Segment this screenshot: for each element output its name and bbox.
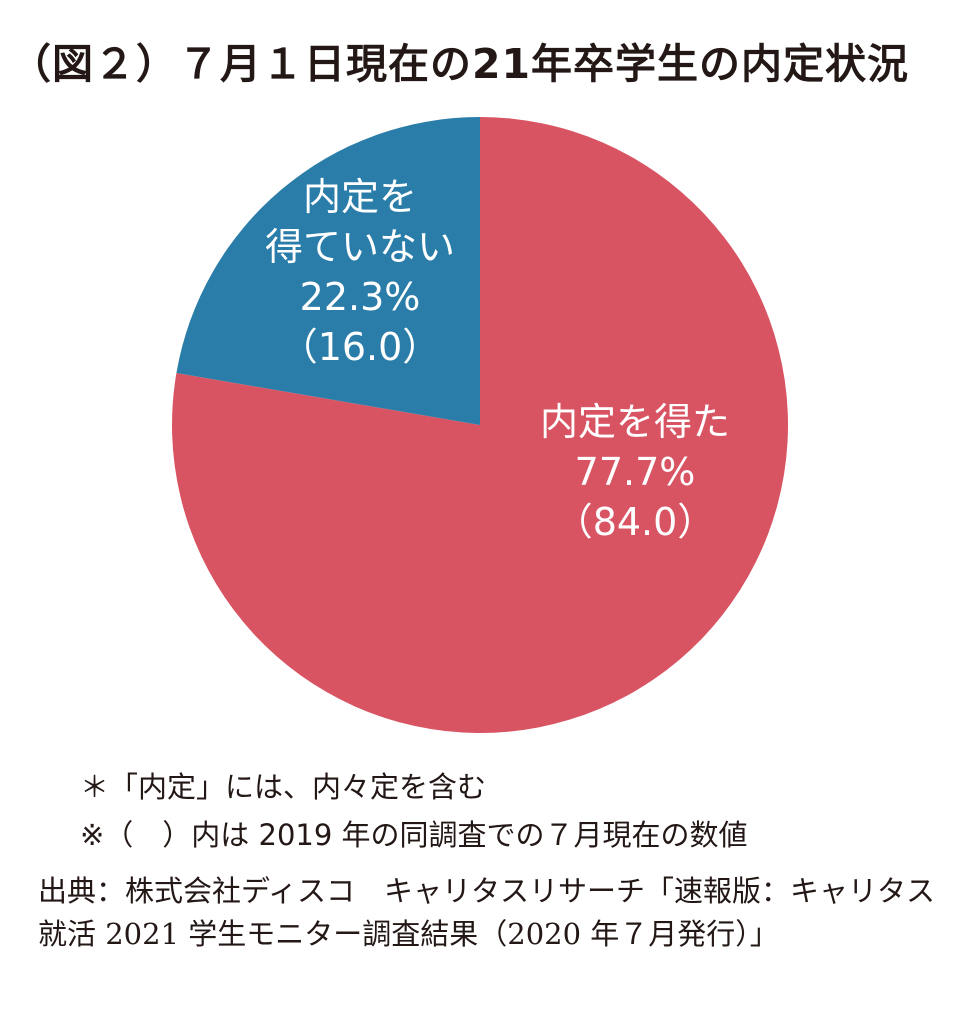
slice-label-line: 内定を	[303, 175, 417, 219]
note-naitei-definition: ＊「内定」には、内々定を含む	[80, 770, 487, 804]
slice-label-line: 内定を得た	[540, 400, 730, 444]
pie-slices	[171, 117, 789, 733]
slice-naitei-obtained-label: 内定を得た 77.7% （84.0）	[540, 400, 730, 544]
source-citation: 出典：株式会社ディスコ キャリタスリサーチ「速報版：キャリタス就活 2021 学…	[38, 874, 935, 951]
chart-title: （図２）７月１日現在の21年卒学生の内定状況	[10, 40, 910, 88]
slice-label-line: （16.0）	[280, 325, 441, 369]
slice-naitei-not-obtained	[176, 117, 481, 425]
slice-label-line: （84.0）	[555, 500, 716, 544]
slice-label-line: 22.3%	[300, 275, 421, 319]
slice-label-line: 77.7%	[575, 450, 696, 494]
pie-labels: 内定を得た 77.7% （84.0） 内定を得ていない 22.3% （16.0）	[265, 175, 730, 544]
slice-label-line: 得ていない	[265, 225, 455, 269]
note-previous-year: ※（ ）内は 2019 年の同調査での７月現在の数値	[80, 818, 748, 852]
pie-chart: 内定を得た 77.7% （84.0） 内定を得ていない 22.3% （16.0）	[171, 117, 789, 733]
slice-naitei-not-obtained-label: 内定を得ていない 22.3% （16.0）	[265, 175, 455, 369]
